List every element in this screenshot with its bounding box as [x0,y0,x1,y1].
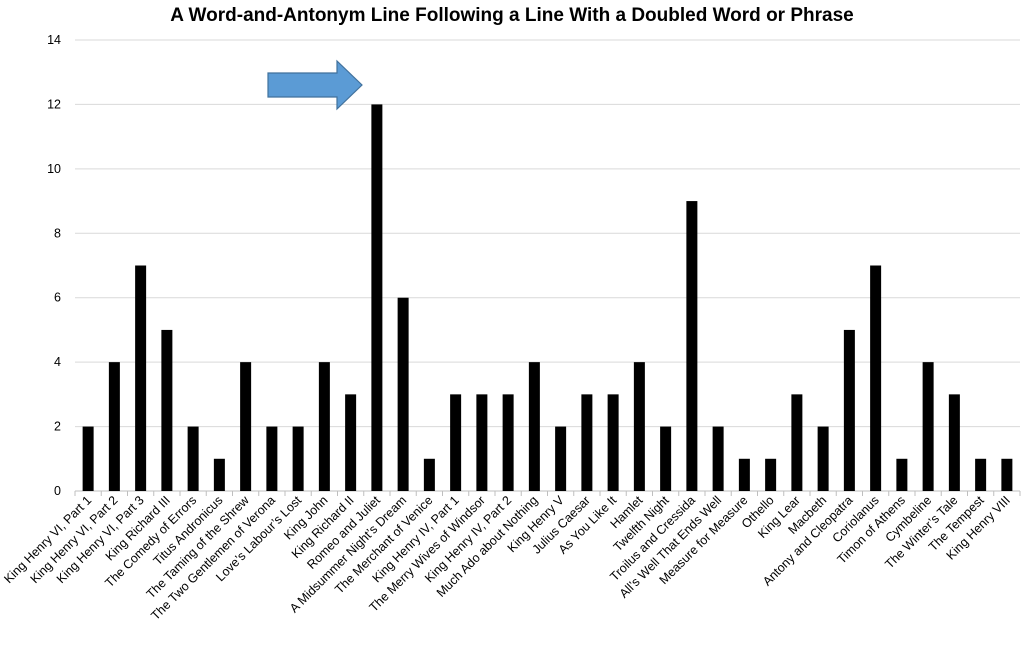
gridlines [75,39,1020,428]
bar [318,362,330,491]
y-tick-label: 4 [54,355,61,369]
annotations [267,59,363,111]
bar [292,426,304,491]
arrow-annotation [267,59,363,111]
bar [765,458,777,491]
bar [187,426,199,491]
bar [581,394,593,491]
bar [975,458,987,491]
bar [502,394,514,491]
chart-title: A Word-and-Antonym Line Following a Line… [170,5,854,26]
y-tick-label: 12 [47,97,61,111]
bar [555,426,567,491]
bar [791,394,803,491]
y-tick-labels: 0 2 4 6 8 10 12 14 [47,33,61,498]
bar [135,265,147,491]
bar [161,329,173,491]
bar [450,394,462,491]
bar [686,201,698,492]
bar [817,426,829,491]
bar [240,362,252,491]
bars [82,104,1013,492]
bar [843,329,855,491]
y-tick-label: 8 [54,226,61,240]
bar [870,265,882,491]
y-tick-label: 2 [54,420,61,434]
bar [82,426,94,491]
bar [948,394,960,491]
bar [371,104,383,491]
bar [108,362,120,491]
bar [660,426,672,491]
y-tick-label: 14 [47,33,61,47]
bar [266,426,278,491]
bar [633,362,645,491]
bar [423,458,435,491]
y-tick-label: 0 [54,484,61,498]
bar [397,297,409,491]
bar [896,458,908,491]
bar [1001,458,1013,491]
bar [476,394,488,491]
bar [712,426,724,491]
bar [345,394,357,491]
bar [607,394,619,491]
bar [213,458,225,491]
bar [528,362,540,491]
y-tick-label: 10 [47,162,61,176]
y-tick-label: 6 [54,291,61,305]
bar [922,362,934,491]
axes [74,490,1021,496]
bar [738,458,750,491]
